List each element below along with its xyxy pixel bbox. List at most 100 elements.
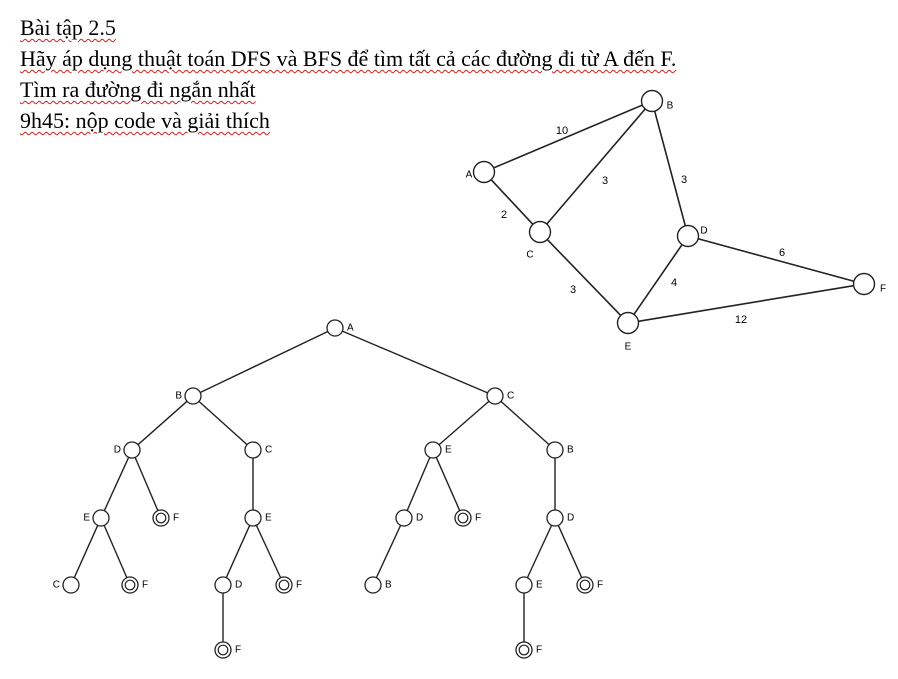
tree-goal-node: [214, 641, 232, 659]
tree-node-label: F: [235, 645, 241, 656]
tree-edge-9-0: [225, 525, 251, 578]
graph-edge-a-b: [493, 104, 643, 169]
goal-ring-icon: [124, 579, 136, 591]
tree-edge-0-0: [199, 330, 329, 394]
tree-edge-12-0: [526, 524, 553, 579]
tree-node: [62, 576, 80, 594]
tree-edge-3-0: [103, 456, 130, 512]
tree-node-label: C: [53, 580, 60, 591]
tree-node-label: E: [445, 445, 452, 456]
tree-goal-node: [275, 576, 293, 594]
tree-node: [244, 509, 262, 527]
tree-node-label: D: [567, 513, 574, 524]
tree-node: [326, 319, 344, 337]
tree-edge-3-1: [134, 457, 159, 511]
tree-edge-1-0: [137, 400, 188, 446]
tree-edge-7-0: [73, 525, 99, 578]
shortest-path-task: Tìm ra đường đi ngắn nhất: [20, 77, 256, 102]
tree-node: [546, 509, 564, 527]
edge-weight-c-b: 3: [602, 175, 608, 187]
tree-edge-0-1: [342, 330, 488, 394]
tree-node: [214, 576, 232, 594]
graph-node-label-d: D: [700, 226, 707, 237]
graph-edge-d-f: [697, 237, 855, 283]
goal-ring-icon: [278, 579, 290, 591]
tree-edge-5-0: [406, 457, 431, 511]
graph-node-e: [616, 311, 640, 335]
tree-node-label: B: [567, 445, 574, 456]
tree-node: [244, 441, 262, 459]
edge-weight-d-f: 6: [779, 247, 785, 259]
tree-goal-node: [515, 641, 533, 659]
tree-node-label: E: [83, 513, 90, 524]
tree-goal-node: [152, 509, 170, 527]
graph-node-d: [676, 224, 700, 248]
tree-node: [123, 441, 141, 459]
tree-node-label: E: [536, 580, 543, 591]
graph-edge-e-d: [633, 244, 683, 315]
edge-weight-a-c: 2: [501, 209, 507, 221]
tree-node-label: F: [173, 513, 179, 524]
tree-edge-7-1: [103, 525, 128, 578]
tree-edge-1-1: [198, 400, 248, 446]
goal-ring-icon: [155, 512, 167, 524]
graph-node-label-e: E: [625, 342, 632, 353]
edge-weight-c-e: 3: [570, 284, 576, 296]
tree-node-label: F: [475, 513, 481, 524]
tree-goal-node: [454, 509, 472, 527]
tree-edge-5-1: [435, 457, 461, 511]
tree-node-label: D: [235, 580, 242, 591]
edge-weight-e-f: 12: [735, 314, 747, 326]
tree-edge-2-1: [500, 400, 550, 446]
tree-node-label: D: [416, 513, 423, 524]
tree-node: [424, 441, 442, 459]
tree-node-label: E: [265, 513, 272, 524]
graph-node-b: [640, 89, 664, 113]
tree-goal-node: [121, 576, 139, 594]
graph-edge-c-e: [546, 238, 622, 317]
tree-node-label: B: [385, 580, 392, 591]
exercise-instruction: Hãy áp dụng thuật toán DFS và BFS để tìm…: [20, 46, 677, 71]
tree-node: [486, 387, 504, 405]
graph-edge-c-b: [546, 108, 646, 225]
graph-node-label-f: F: [880, 284, 886, 295]
tree-node: [546, 441, 564, 459]
graph-node-label-b: B: [667, 101, 674, 112]
graph-node-f: [852, 272, 876, 296]
tree-node: [364, 576, 382, 594]
graph-node-c: [528, 220, 552, 244]
tree-edge-12-1: [557, 525, 583, 578]
edge-weight-b-d: 3: [681, 174, 687, 186]
tree-edge-2-0: [438, 400, 490, 446]
tree-node: [184, 387, 202, 405]
tree-node-label: B: [175, 391, 182, 402]
edge-weight-e-d: 4: [671, 277, 677, 289]
goal-ring-icon: [457, 512, 469, 524]
tree-node: [395, 509, 413, 527]
tree-node-label: D: [114, 445, 121, 456]
graph-edge-b-d: [653, 110, 687, 227]
tree-node-label: F: [597, 580, 603, 591]
graph-edge-a-c: [490, 179, 534, 225]
graph-node-label-a: A: [466, 170, 473, 181]
tree-node-label: A: [347, 323, 354, 334]
tree-node: [515, 576, 533, 594]
deadline-note: 9h45: nộp code và giải thích: [20, 108, 270, 133]
graph-node-label-c: C: [526, 250, 533, 261]
goal-ring-icon: [518, 644, 530, 656]
tree-edge-9-1: [255, 524, 282, 579]
tree-node-label: C: [265, 445, 272, 456]
tree-edge-10-0: [375, 524, 402, 579]
tree-node-label: F: [142, 580, 148, 591]
exercise-title: Bài tập 2.5: [20, 15, 116, 40]
tree-node-label: C: [507, 391, 514, 402]
goal-ring-icon: [217, 644, 229, 656]
tree-goal-node: [576, 576, 594, 594]
goal-ring-icon: [579, 579, 591, 591]
edge-weight-a-b: 10: [556, 125, 568, 137]
tree-node-label: F: [536, 645, 542, 656]
tree-node: [92, 509, 110, 527]
tree-node-label: F: [296, 580, 302, 591]
